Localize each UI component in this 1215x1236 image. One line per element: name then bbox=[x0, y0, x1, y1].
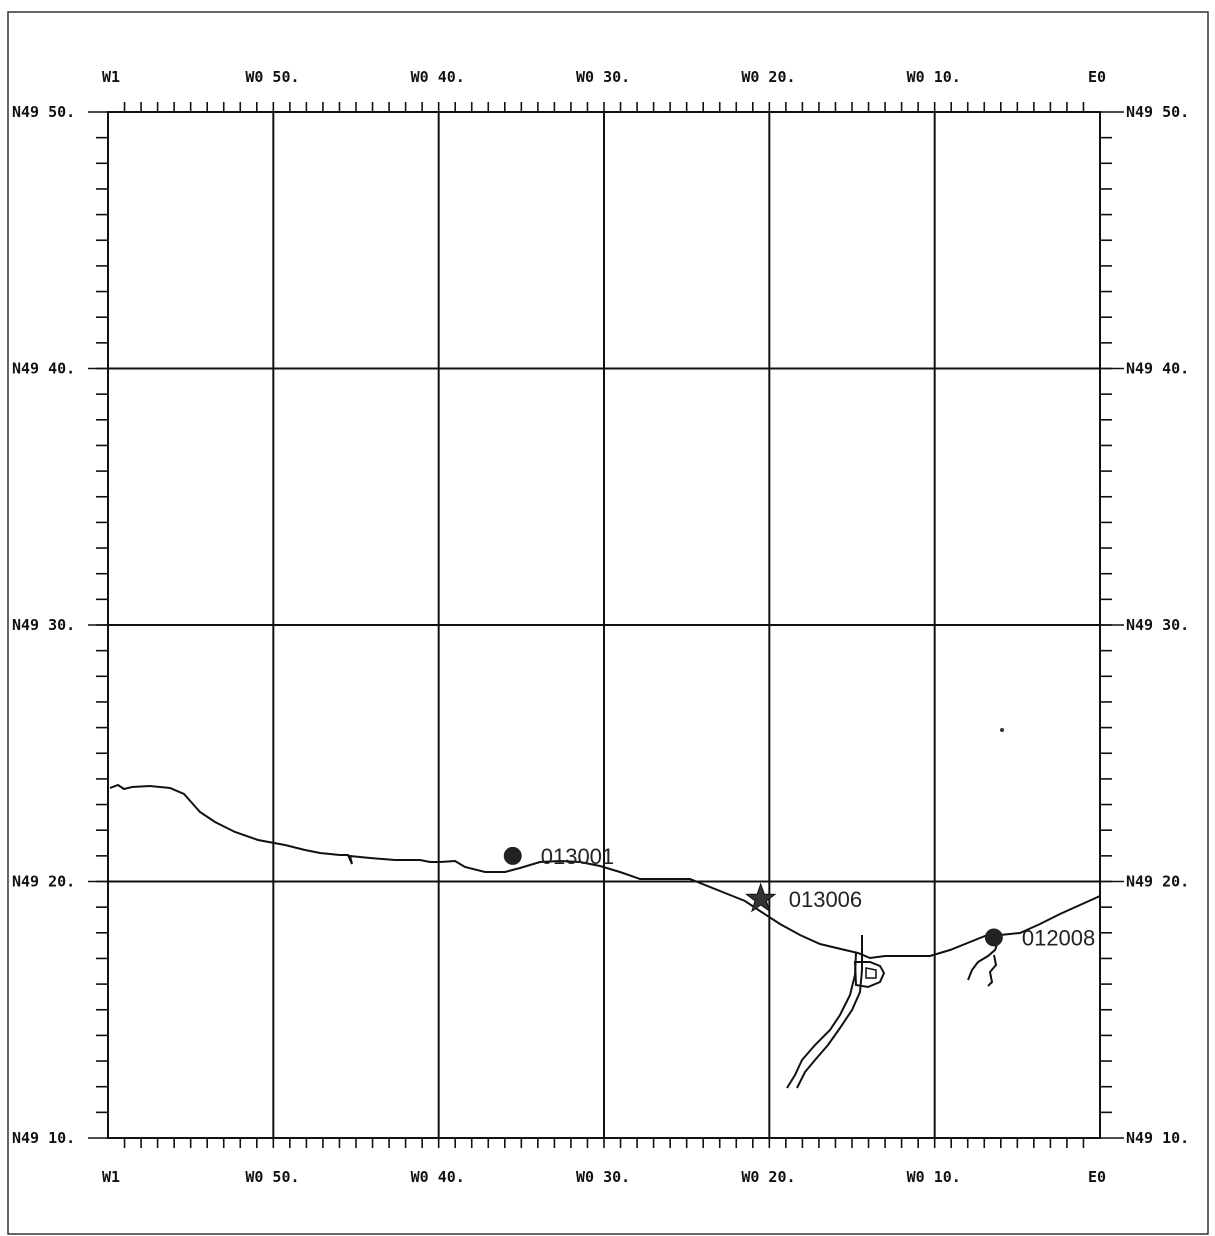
latitude-label-right: N49 50. bbox=[1126, 103, 1189, 121]
longitude-label-bottom: W0 50. bbox=[245, 1168, 299, 1186]
station-circle-marker[interactable] bbox=[984, 928, 1003, 947]
river-estuary-east-bank bbox=[796, 935, 863, 1089]
longitude-labels-bottom: W1 W0 50. W0 40. W0 30. W0 20. W0 10. E0 bbox=[102, 1168, 1106, 1186]
station-star-marker[interactable] bbox=[745, 882, 777, 913]
longitude-label-top: E0 bbox=[1088, 68, 1106, 86]
longitude-label-bottom: W0 20. bbox=[741, 1168, 795, 1186]
latitude-label-left: N49 10. bbox=[12, 1129, 75, 1147]
longitude-labels-top: W1 W0 50. W0 40. W0 30. W0 20. W0 10. E0 bbox=[102, 68, 1106, 86]
page-border bbox=[7, 11, 1209, 1235]
station-labels: 013001 013006 012008 bbox=[541, 844, 1096, 951]
longitude-label-top: W1 bbox=[102, 68, 120, 86]
tick-marks bbox=[96, 102, 1112, 1148]
longitude-label-top: W0 30. bbox=[576, 68, 630, 86]
speck bbox=[1000, 728, 1004, 732]
latitude-label-left: N49 20. bbox=[12, 873, 75, 891]
longitude-label-bottom: W0 30. bbox=[576, 1168, 630, 1186]
station-label: 013006 bbox=[789, 887, 862, 912]
station-markers bbox=[503, 846, 1003, 947]
longitude-label-bottom: W1 bbox=[102, 1168, 120, 1186]
longitude-label-bottom: W0 10. bbox=[907, 1168, 961, 1186]
latitude-label-right: N49 20. bbox=[1126, 873, 1189, 891]
latitude-label-right: N49 10. bbox=[1126, 1129, 1189, 1147]
latitude-labels-left: N49 50. N49 40. N49 30. N49 20. N49 10. bbox=[12, 103, 75, 1147]
latitude-label-left: N49 50. bbox=[12, 103, 75, 121]
latitude-label-right: N49 30. bbox=[1126, 616, 1189, 634]
graticule bbox=[88, 111, 1124, 1139]
river-branch bbox=[987, 954, 998, 987]
station-circle-marker[interactable] bbox=[503, 846, 522, 865]
river-channel bbox=[967, 936, 1001, 981]
harbour-inner-basin bbox=[865, 967, 877, 979]
harbour-outline bbox=[853, 961, 886, 989]
longitude-label-bottom: W0 40. bbox=[411, 1168, 465, 1186]
longitude-label-top: W0 50. bbox=[245, 68, 299, 86]
coastline bbox=[109, 783, 1101, 960]
longitude-label-top: W0 40. bbox=[411, 68, 465, 86]
longitude-label-bottom: E0 bbox=[1088, 1168, 1106, 1186]
river-estuary-west-bank bbox=[786, 952, 857, 1089]
longitude-label-top: W0 10. bbox=[907, 68, 961, 86]
map-plot-area bbox=[88, 102, 1124, 1148]
latitude-label-left: N49 40. bbox=[12, 360, 75, 378]
latitude-labels-right: N49 50. N49 40. N49 30. N49 20. N49 10. bbox=[1126, 103, 1189, 1147]
longitude-label-top: W0 20. bbox=[741, 68, 795, 86]
station-label: 013001 bbox=[541, 844, 614, 869]
latitude-label-right: N49 40. bbox=[1126, 360, 1189, 378]
latitude-label-left: N49 30. bbox=[12, 616, 75, 634]
station-label: 012008 bbox=[1022, 925, 1095, 950]
